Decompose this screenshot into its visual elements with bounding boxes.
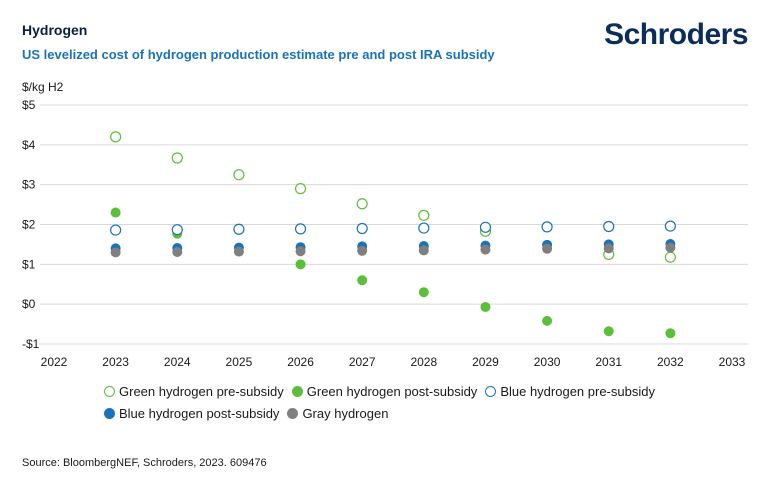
data-point: [357, 245, 368, 256]
y-tick-label: $3: [22, 178, 36, 192]
x-tick-label: 2022: [41, 355, 68, 369]
legend-label: Blue hydrogen post-subsidy: [119, 406, 280, 421]
data-point: [418, 209, 430, 221]
data-point: [418, 287, 429, 298]
data-point: [664, 220, 676, 232]
y-tick-label: $2: [22, 218, 36, 232]
x-tick-label: 2026: [287, 355, 314, 369]
schroders-logo: Schroders: [604, 18, 748, 51]
data-point: [171, 152, 183, 164]
legend-row: Blue hydrogen post-subsidy Gray hydrogen: [104, 406, 724, 421]
chart-title: Hydrogen: [22, 22, 88, 38]
y-tick-label: $4: [22, 138, 36, 152]
data-point: [418, 245, 429, 256]
green-hollow-marker-icon: [104, 386, 115, 397]
legend: Green hydrogen pre-subsidy Green hydroge…: [104, 384, 724, 428]
legend-item-green-pre: Green hydrogen pre-subsidy: [104, 384, 284, 399]
blue-filled-marker-icon: [104, 408, 115, 419]
data-point: [479, 221, 492, 233]
data-point: [110, 131, 122, 143]
data-point: [295, 259, 306, 270]
data-point: [542, 315, 553, 326]
x-tick-label: 2029: [472, 355, 499, 369]
legend-label: Blue hydrogen pre-subsidy: [500, 384, 655, 399]
gray-filled-marker-icon: [287, 408, 299, 419]
data-point: [294, 183, 307, 195]
legend-label: Gray hydrogen: [302, 406, 389, 421]
data-point: [480, 244, 491, 255]
data-point: [294, 223, 307, 235]
data-point: [418, 222, 430, 234]
data-point: [603, 326, 614, 337]
data-point: [233, 169, 245, 181]
legend-row: Green hydrogen pre-subsidy Green hydroge…: [104, 384, 724, 399]
legend-item-blue-pre: Blue hydrogen pre-subsidy: [485, 384, 655, 399]
legend-label: Green hydrogen post-subsidy: [306, 384, 478, 399]
legend-item-green-post: Green hydrogen post-subsidy: [291, 384, 478, 399]
x-tick-label: 2032: [657, 355, 684, 369]
green-filled-marker-icon: [291, 386, 303, 397]
data-point: [233, 223, 245, 235]
data-point: [603, 243, 614, 254]
x-tick-label: 2025: [226, 355, 253, 369]
data-point: [172, 246, 183, 257]
y-tick-label: -$1: [22, 337, 40, 351]
data-point: [665, 242, 676, 253]
data-point: [357, 275, 368, 286]
data-point: [110, 247, 121, 258]
data-point: [664, 251, 676, 263]
legend-label: Green hydrogen pre-subsidy: [119, 384, 284, 399]
chart-subtitle: US levelized cost of hydrogen production…: [22, 47, 495, 62]
data-point: [233, 246, 244, 257]
x-tick-label: 2030: [534, 355, 561, 369]
data-point: [110, 207, 121, 218]
y-axis-label: $/kg H2: [22, 80, 64, 94]
x-tick-label: 2028: [410, 355, 437, 369]
data-point: [295, 246, 306, 257]
blue-hollow-marker-icon: [485, 386, 497, 397]
x-tick-label: 2023: [102, 355, 129, 369]
y-tick-label: $0: [22, 297, 36, 311]
data-point: [356, 222, 368, 235]
y-tick-label: $5: [22, 98, 36, 112]
legend-item-blue-post: Blue hydrogen post-subsidy: [104, 406, 279, 421]
x-tick-label: 2033: [719, 355, 746, 369]
data-point: [480, 301, 491, 312]
x-tick-label: 2024: [164, 355, 191, 369]
x-tick-label: 2027: [349, 355, 376, 369]
data-point: [356, 198, 368, 210]
data-point: [665, 328, 676, 339]
legend-item-gray: Gray hydrogen: [287, 406, 388, 421]
data-point: [110, 224, 122, 236]
data-point: [541, 221, 553, 233]
data-point: [603, 220, 615, 233]
x-tick-label: 2031: [595, 355, 622, 369]
y-tick-label: $1: [22, 257, 36, 271]
data-point: [542, 243, 553, 254]
source-note: Source: BloombergNEF, Schroders, 2023. 6…: [22, 457, 267, 469]
data-point: [171, 224, 183, 236]
